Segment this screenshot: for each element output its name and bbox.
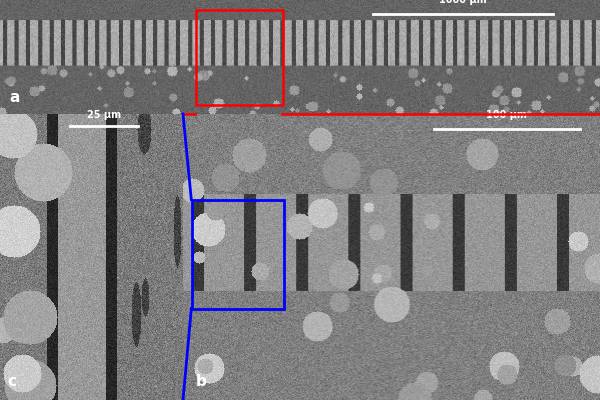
Bar (192, 200, 284, 309)
Text: c: c (7, 374, 16, 388)
Text: 100 μm: 100 μm (486, 110, 527, 120)
Text: b: b (196, 374, 206, 388)
Text: 1000 μm: 1000 μm (439, 0, 487, 5)
Text: 25 μm: 25 μm (87, 110, 121, 120)
Bar (196, 10, 283, 105)
Text: a: a (9, 90, 19, 105)
